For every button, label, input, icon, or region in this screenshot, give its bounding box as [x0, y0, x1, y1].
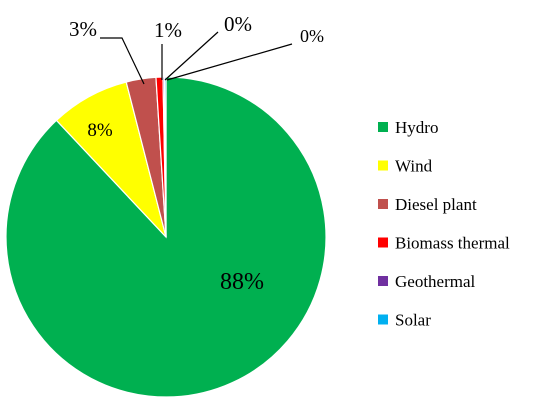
slice-label-biomass-thermal: 1% [154, 18, 182, 42]
legend-swatch-diesel-plant [378, 199, 388, 209]
legend-label-hydro: Hydro [395, 118, 438, 137]
legend-label-solar: Solar [395, 311, 431, 330]
legend-swatch-biomass-thermal [378, 237, 388, 248]
pie-slice-solar [163, 76, 167, 238]
legend-swatch-solar [378, 314, 388, 325]
legend-item-geothermal: Geothermal [378, 272, 476, 291]
slice-label-hydro: 88% [220, 269, 264, 295]
legend-label-geothermal: Geothermal [395, 272, 476, 291]
leader-line-geothermal [164, 31, 219, 81]
legend-item-wind: Wind [378, 157, 433, 176]
slice-labels: 88% 8% 3% 1% 0% 0% [69, 12, 324, 295]
legend-label-diesel-plant: Diesel plant [395, 195, 477, 214]
legend: Hydro Wind Diesel plant Biomass thermal Geot… [378, 118, 510, 330]
legend-item-hydro: Hydro [378, 118, 438, 137]
legend-label-biomass-thermal: Biomass thermal [395, 234, 510, 253]
leader-line-solar [166, 43, 293, 81]
leader-lines [100, 31, 293, 85]
legend-item-diesel-plant: Diesel plant [378, 195, 477, 214]
legend-item-solar: Solar [378, 311, 431, 330]
slice-label-wind: 8% [87, 120, 113, 141]
legend-swatch-hydro [378, 122, 388, 132]
legend-swatch-geothermal [378, 276, 388, 286]
slice-label-geothermal: 0% [224, 12, 252, 36]
legend-label-wind: Wind [395, 157, 433, 176]
pie-slices [5, 76, 327, 398]
legend-item-biomass-thermal: Biomass thermal [378, 234, 510, 253]
legend-swatch-wind [378, 160, 388, 171]
slice-label-diesel-plant: 3% [69, 17, 97, 41]
slice-label-solar: 0% [300, 26, 324, 46]
leader-line-diesel-plant [100, 37, 145, 85]
